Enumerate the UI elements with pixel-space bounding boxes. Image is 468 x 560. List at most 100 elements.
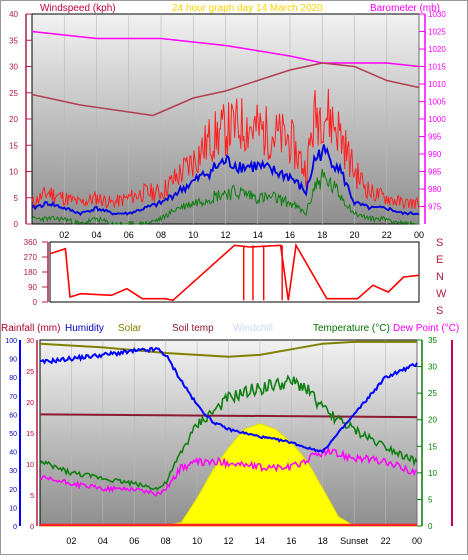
humidity-y-tick-label: 60 — [9, 412, 17, 419]
humidity-y-tick-label: 80 — [9, 375, 17, 382]
barometer-trend-line — [31, 62, 420, 117]
climate-x-tick-label: 16 — [286, 536, 296, 546]
climate-x-tick-label: 06 — [129, 536, 139, 546]
windchill-legend: Windchill — [233, 323, 273, 334]
axis-ticks: 02 04 06 08 10 12 14 16 18 20 22 000510152025303540… — [5, 10, 453, 546]
wind-x-tick-label: 22 — [382, 230, 392, 240]
humidity-y-tick-label: 70 — [9, 394, 17, 401]
humidity-legend: Humidity — [65, 323, 104, 334]
wind-y-tick-label: 30 — [9, 63, 18, 72]
temp-y-tick-label: 30 — [428, 363, 437, 372]
wind-x-tick-label: 04 — [91, 230, 101, 240]
wind-x-tick-label: 14 — [253, 230, 263, 240]
humidity-line — [39, 346, 418, 454]
climate-x-tick-label: 14 — [255, 536, 265, 546]
humidity-y-tick-label: 100 — [5, 338, 17, 345]
dir-y-tick-label: 90 — [28, 283, 37, 292]
climate-grid — [71, 340, 418, 526]
humidity-y-tick-label: 50 — [9, 431, 17, 438]
climate-x-tick-label: Sunset — [340, 536, 369, 546]
compass-label: E — [436, 254, 443, 266]
temp-y-tick-label: 0 — [428, 522, 433, 531]
wind-y-tick-label: 35 — [9, 36, 18, 45]
rain-y-tick-label: 30 — [26, 338, 34, 345]
chart-subtitle: 24 hour graph day 14 March 2020 — [172, 3, 323, 14]
wind-x-tick-label: 18 — [317, 230, 327, 240]
rainfall-axis-title: Rainfall (mm) — [1, 323, 60, 334]
dir-y-tick-label: 360 — [24, 238, 38, 247]
wind-y-tick-label: 40 — [9, 10, 18, 19]
dewpoint-legend: Dew Point (°C) — [393, 323, 459, 334]
direction-line — [49, 242, 420, 302]
wind-y-tick-label: 0 — [14, 220, 19, 229]
humidity-y-tick-label: 0 — [13, 524, 17, 531]
wind-y-tick-label: 10 — [9, 168, 18, 177]
temp-y-tick-label: 35 — [428, 336, 437, 345]
wind-x-tick-label: 20 — [349, 230, 359, 240]
avg-wind-line — [31, 144, 420, 217]
humidity-y-tick-label: 20 — [9, 487, 17, 494]
climate-x-tick-label: 04 — [98, 536, 108, 546]
climate-x-tick-label: 02 — [66, 536, 76, 546]
rain-y-tick-label: 15 — [26, 431, 34, 438]
baro-y-tick-label: 1010 — [428, 80, 446, 89]
wind-x-tick-label: 00 — [414, 230, 424, 240]
temp-y-tick-label: 10 — [428, 469, 437, 478]
barometer-line — [31, 30, 420, 68]
soiltemp-legend: Soil temp — [172, 323, 214, 334]
compass-label: N — [436, 271, 444, 283]
rain-y-tick-label: 5 — [30, 493, 34, 500]
humidity-y-tick-label: 40 — [9, 450, 17, 457]
humidity-y-tick-label: 10 — [9, 505, 17, 512]
rain-y-tick-label: 20 — [26, 400, 34, 407]
direction-plot-area — [49, 241, 420, 303]
rain-y-tick-label: 10 — [26, 462, 34, 469]
baro-y-tick-label: 990 — [428, 150, 442, 159]
climate-x-tick-label: 12 — [223, 536, 233, 546]
barometer-axis-title: Barometer (mb) — [370, 3, 440, 14]
climate-x-tick-label: 22 — [381, 536, 391, 546]
compass-label: S — [436, 305, 443, 317]
compass-label: W — [436, 288, 447, 300]
dir-y-tick-label: 180 — [24, 268, 38, 277]
dir-y-tick-label: 270 — [24, 253, 38, 262]
wind-y-tick-label: 5 — [14, 194, 19, 203]
baro-y-tick-label: 985 — [428, 168, 442, 177]
temp-y-tick-label: 5 — [428, 495, 433, 504]
dewpoint-line — [39, 446, 418, 497]
humidity-y-tick-label: 90 — [9, 357, 17, 364]
dir-y-tick-label: 0 — [33, 298, 38, 307]
solar-legend: Solar — [118, 323, 142, 334]
compass-label: S — [436, 237, 443, 249]
series-lines — [31, 30, 420, 527]
wind-x-tick-label: 06 — [124, 230, 134, 240]
wind-y-tick-label: 20 — [9, 115, 18, 124]
min-wind-line — [31, 168, 419, 226]
baro-y-tick-label: 1030 — [428, 10, 446, 19]
temp-y-tick-label: 25 — [428, 389, 437, 398]
wind-x-tick-label: 10 — [188, 230, 198, 240]
temperature-legend: Temperature (°C) — [313, 323, 390, 334]
wind-y-tick-label: 15 — [9, 141, 18, 150]
wind-y-tick-label: 25 — [9, 89, 18, 98]
wind-x-tick-label: 16 — [285, 230, 295, 240]
rain-y-tick-label: 0 — [30, 524, 34, 531]
baro-y-tick-label: 1025 — [428, 28, 446, 37]
temp-y-tick-label: 20 — [428, 416, 437, 425]
rain-y-tick-label: 25 — [26, 369, 34, 376]
baro-y-tick-label: 980 — [428, 185, 442, 194]
soil-temp-line — [39, 413, 418, 419]
baro-y-tick-label: 1005 — [428, 98, 446, 107]
baro-y-tick-label: 1015 — [428, 63, 446, 72]
wind-x-tick-label: 08 — [156, 230, 166, 240]
baro-y-tick-label: 995 — [428, 133, 442, 142]
baro-y-tick-label: 975 — [428, 203, 442, 212]
temp-y-tick-label: 15 — [428, 442, 437, 451]
baro-y-tick-label: 1020 — [428, 45, 446, 54]
wind-x-tick-label: 12 — [220, 230, 230, 240]
climate-x-tick-label: 18 — [318, 536, 328, 546]
climate-x-tick-label: 00 — [412, 536, 422, 546]
humidity-y-tick-label: 30 — [9, 468, 17, 475]
